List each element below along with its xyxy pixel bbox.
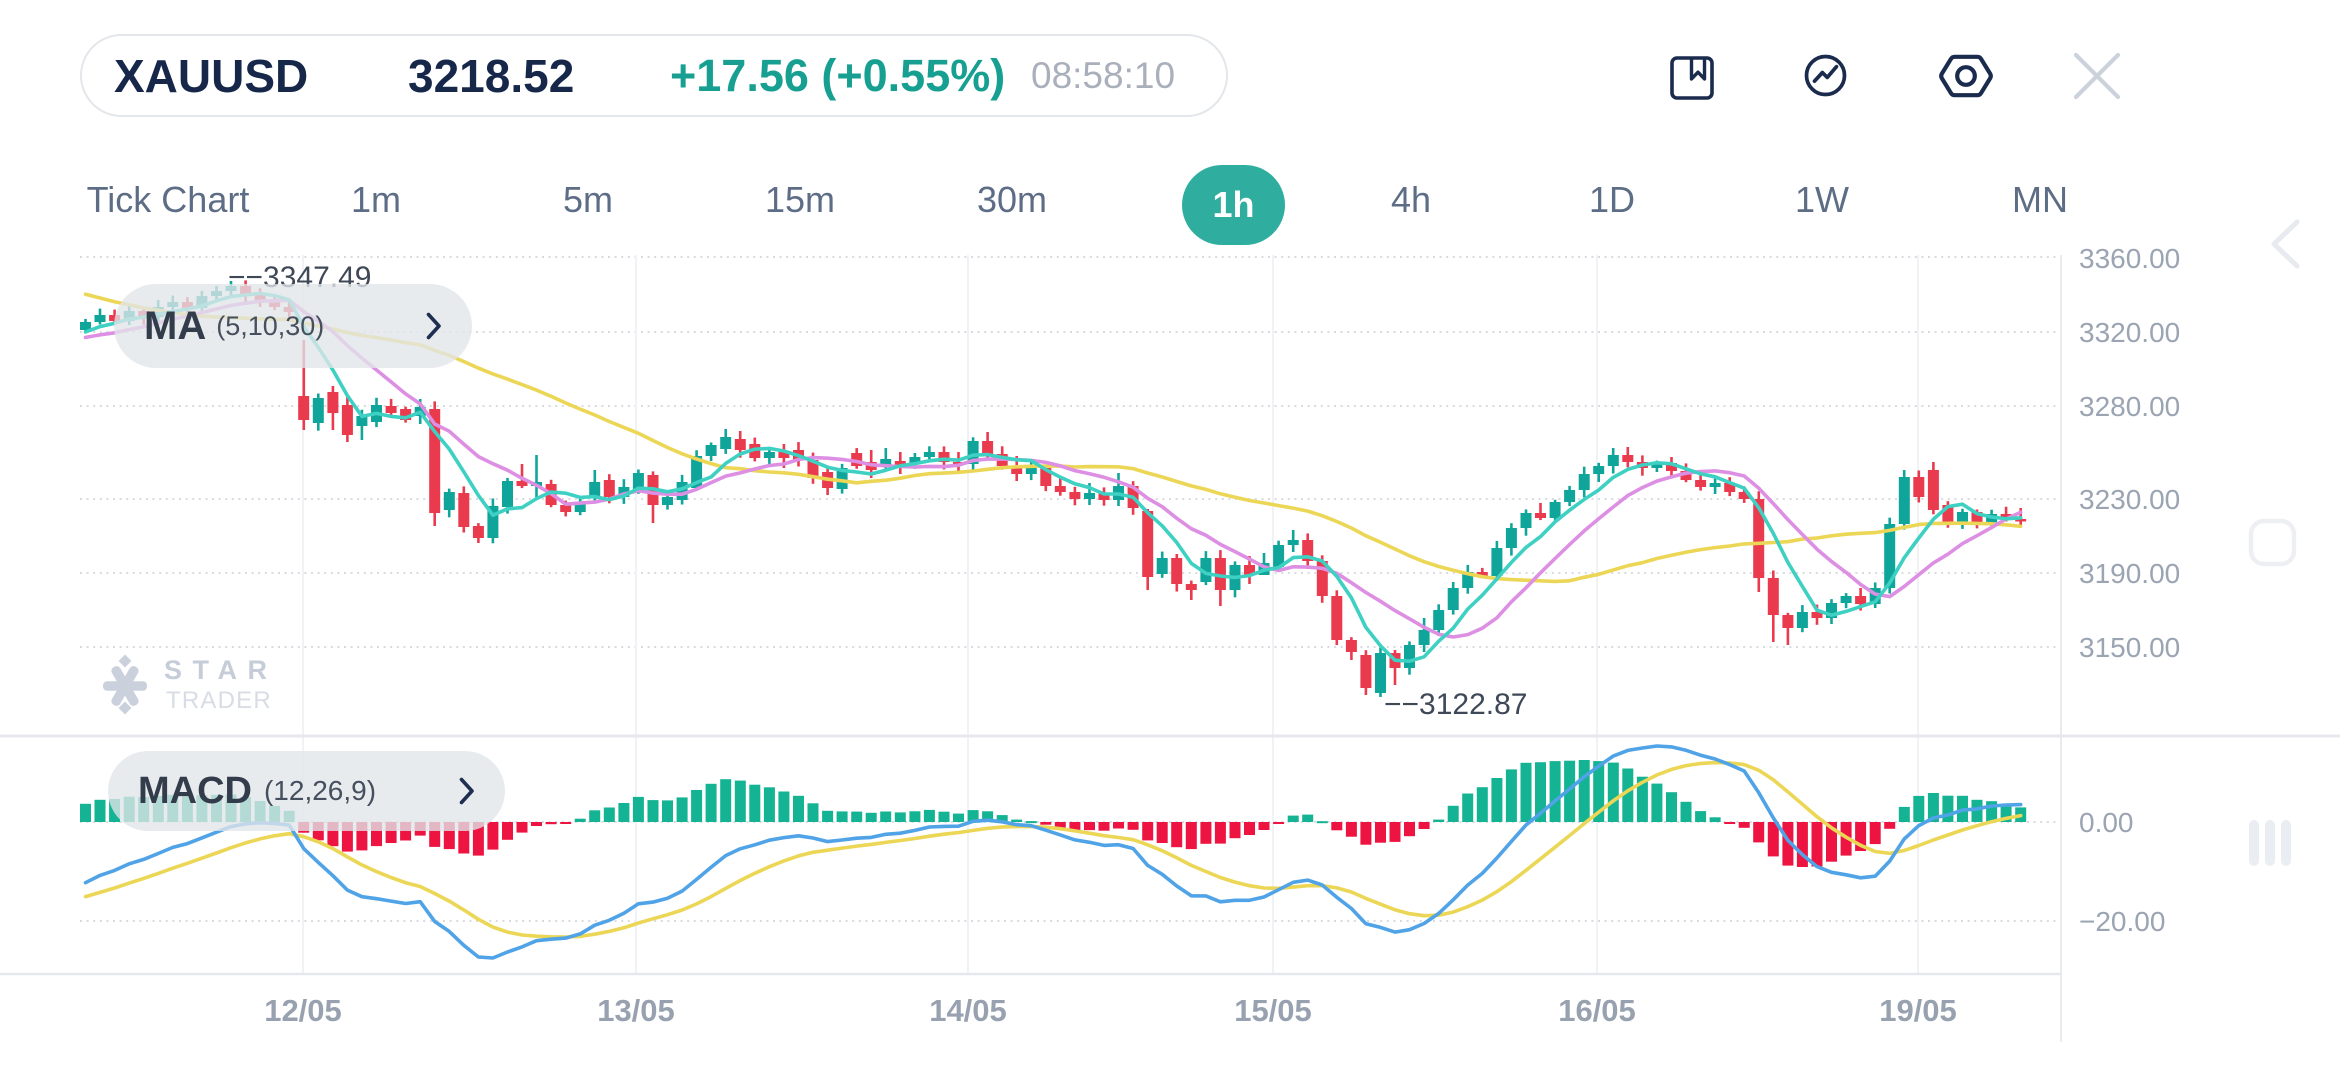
svg-text:13/05: 13/05 [597, 993, 675, 1028]
svg-text:15/05: 15/05 [1234, 993, 1312, 1028]
svg-text:−20.00: −20.00 [2079, 906, 2165, 937]
svg-text:12/05: 12/05 [264, 993, 342, 1028]
svg-text:14/05: 14/05 [929, 993, 1007, 1028]
svg-text:19/05: 19/05 [1879, 993, 1957, 1028]
svg-text:16/05: 16/05 [1558, 993, 1636, 1028]
svg-text:3280.00: 3280.00 [2079, 391, 2180, 422]
svg-text:3190.00: 3190.00 [2079, 558, 2180, 589]
svg-text:3230.00: 3230.00 [2079, 484, 2180, 515]
svg-text:STAR: STAR [164, 655, 278, 685]
svg-text:3150.00: 3150.00 [2079, 632, 2180, 663]
svg-text:−−3122.87: −−3122.87 [1384, 688, 1527, 721]
svg-text:TRADER: TRADER [166, 687, 272, 714]
svg-text:3360.00: 3360.00 [2079, 243, 2180, 274]
svg-text:0.00: 0.00 [2079, 807, 2134, 838]
svg-text:3320.00: 3320.00 [2079, 317, 2180, 348]
